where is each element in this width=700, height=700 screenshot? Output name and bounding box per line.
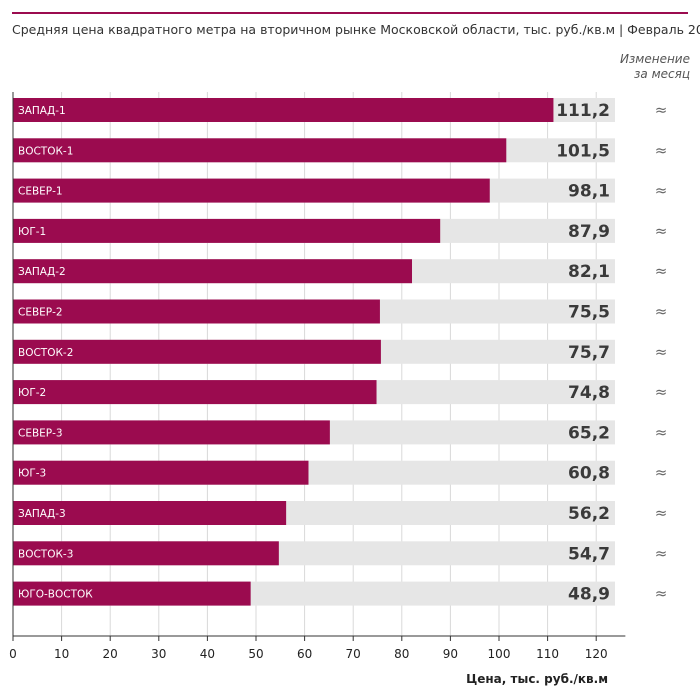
monthly-change-value: ≈: [655, 141, 668, 159]
value-labels: 111,2 101,5 98,1 87,9 82,1 75,5 75,7 74,8 65,2 60…: [556, 101, 610, 605]
bar-value-label: 111,2: [556, 101, 610, 121]
bar-value-label: 87,9: [568, 222, 610, 242]
bar-value-label: 101,5: [556, 141, 610, 161]
monthly-change-value: ≈: [655, 585, 668, 603]
monthly-change-heading-line1: Изменение: [619, 52, 690, 66]
bar: [13, 581, 251, 606]
bar-value-label: 65,2: [568, 423, 610, 443]
monthly-change-value: ≈: [655, 423, 668, 441]
bar-value-label: 54,7: [568, 544, 610, 564]
x-tick-label: 20: [103, 647, 118, 661]
monthly-change-heading-line2: за месяц: [634, 67, 690, 81]
bar-category-label: ЗАПАД-3: [18, 508, 66, 520]
bar-value-label: 75,5: [568, 303, 610, 323]
bar-value-label: 74,8: [568, 383, 610, 403]
bar-category-label: ВОСТОК-3: [18, 548, 73, 560]
bar-category-label: ЗАПАД-1: [18, 105, 66, 117]
bar-category-label: ВОСТОК-1: [18, 145, 73, 157]
x-tick-label: 50: [248, 647, 263, 661]
bar: [13, 380, 377, 405]
bar: [13, 339, 381, 364]
monthly-change-value: ≈: [655, 343, 668, 361]
bar: [13, 460, 309, 485]
x-tick-label: 80: [394, 647, 409, 661]
bar-category-label: ЮГО-ВОСТОК: [18, 589, 93, 601]
bar-value-label: 75,7: [568, 343, 610, 363]
bar: [13, 98, 554, 122]
monthly-change-value: ≈: [655, 504, 668, 522]
bar: [13, 259, 413, 284]
top-accent-rule: [12, 12, 688, 14]
x-tick-label: 0: [9, 647, 17, 661]
bar-value-label: 82,1: [568, 262, 610, 282]
bar: [13, 138, 507, 163]
monthly-change-value: ≈: [655, 262, 668, 280]
x-tick-label: 40: [200, 647, 215, 661]
x-tick-label: 30: [151, 647, 166, 661]
bar-category-label: ЗАПАД-2: [18, 266, 66, 278]
bar: [13, 420, 330, 445]
x-tick-label: 60: [297, 647, 312, 661]
bar: [13, 541, 279, 566]
chart-title: Средняя цена квадратного метра на вторич…: [12, 22, 700, 37]
bar-category-label: СЕВЕР-1: [18, 186, 63, 198]
bar-category-label: ЮГ-2: [18, 387, 46, 399]
bar-value-label: 48,9: [568, 585, 610, 605]
bar-category-label: ЮГ-1: [18, 226, 46, 238]
monthly-change-value: ≈: [655, 464, 668, 482]
bar-value-label: 56,2: [568, 504, 610, 524]
monthly-change-value: ≈: [655, 303, 668, 321]
bar-category-label: ВОСТОК-2: [18, 347, 73, 359]
bar-category-label: СЕВЕР-2: [18, 307, 63, 319]
bar: [13, 178, 490, 203]
bars: [13, 98, 554, 606]
monthly-change-value: ≈: [655, 182, 668, 200]
x-tick-label: 10: [54, 647, 69, 661]
monthly-change-value: ≈: [655, 544, 668, 562]
x-tick-label: 90: [443, 647, 458, 661]
bar-category-label: СЕВЕР-3: [18, 427, 63, 439]
x-tick-label: 70: [346, 647, 361, 661]
bar: [13, 299, 380, 324]
bar: [13, 218, 441, 243]
monthly-change-heading: Изменение за месяц: [610, 52, 690, 82]
monthly-change-value: ≈: [655, 383, 668, 401]
bar-category-label: ЮГ-3: [18, 468, 46, 480]
monthly-change-values: ≈ ≈ ≈ ≈ ≈ ≈ ≈ ≈ ≈ ≈ ≈ ≈ ≈: [655, 101, 668, 603]
x-tick-label: 110: [536, 647, 559, 661]
monthly-change-value: ≈: [655, 222, 668, 240]
x-tick-label: 100: [488, 647, 511, 661]
x-axis: 0 10 20 30 40 50 60 70 80 90 100 110 120: [9, 92, 626, 661]
monthly-change-value: ≈: [655, 101, 668, 119]
bar: [13, 501, 287, 525]
bar-value-label: 60,8: [568, 464, 610, 484]
x-axis-title: Цена, тыс. руб./кв.м: [466, 672, 608, 686]
bar-value-label: 98,1: [568, 182, 610, 202]
x-tick-label: 120: [585, 647, 608, 661]
bar-labels: ЗАПАД-1 ВОСТОК-1 СЕВЕР-1 ЮГ-1 ЗАПАД-2 СЕВЕР-2…: [18, 105, 93, 601]
